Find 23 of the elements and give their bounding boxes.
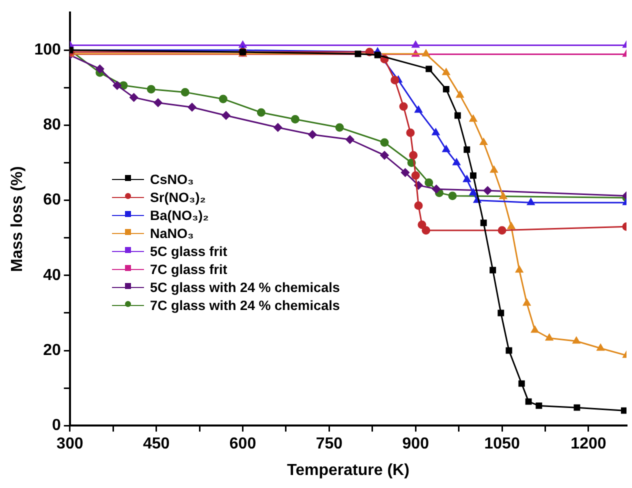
y-tick-label: 60 xyxy=(43,192,61,209)
y-axis-title: Mass loss (%) xyxy=(9,166,26,272)
y-tick-label: 100 xyxy=(34,42,61,59)
x-tick-label: 450 xyxy=(142,436,170,453)
legend-label: 5C glass frit xyxy=(150,244,228,258)
x-tick-label: 1050 xyxy=(484,436,520,453)
legend-label: 7C glass frit xyxy=(150,262,228,276)
x-tick-label: 1200 xyxy=(570,436,606,453)
legend-label: 7C glass with 24 % chemicals xyxy=(150,298,340,312)
y-tick-label: 0 xyxy=(52,417,61,434)
y-tick-label: 40 xyxy=(43,266,61,284)
y-tick-label: 20 xyxy=(43,342,61,359)
x-axis-title: Temperature (K) xyxy=(287,462,410,479)
legend-label: Sr(NO₃)₂ xyxy=(150,190,206,204)
x-tick-label: 300 xyxy=(56,436,84,453)
legend-label: NaNO₃ xyxy=(150,226,194,240)
legend-label: Ba(NO₃)₂ xyxy=(150,208,209,222)
legend-label: 5C glass with 24 % chemicals xyxy=(150,280,340,294)
legend-label: CsNO₃ xyxy=(150,172,194,186)
x-tick-label: 900 xyxy=(402,436,430,453)
x-tick-label: 600 xyxy=(229,436,256,453)
x-tick-label: 750 xyxy=(316,436,343,453)
y-tick-label: 80 xyxy=(43,116,61,134)
